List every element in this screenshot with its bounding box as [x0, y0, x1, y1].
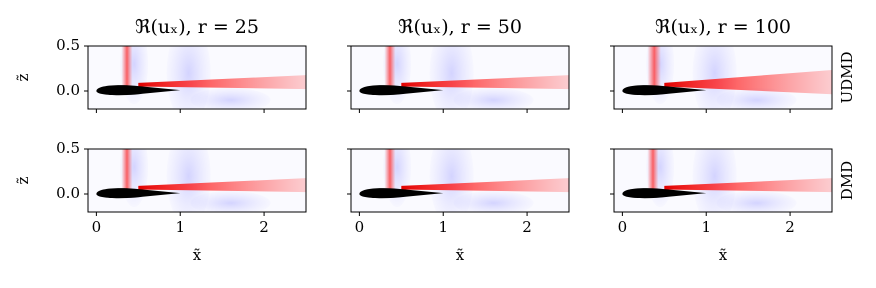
x-tick-label: 2 [259, 218, 269, 236]
x-tick-label: 1 [438, 218, 448, 236]
panel-title: ℜ(uₓ), r = 25 [135, 16, 259, 38]
airfoil [622, 188, 707, 199]
axes-frame [613, 148, 833, 213]
airfoil [96, 85, 181, 96]
row-label: UDMD [838, 51, 856, 103]
plume [384, 46, 396, 87]
plume [121, 149, 133, 190]
wake [664, 178, 832, 193]
plume [121, 46, 133, 87]
airfoil [622, 85, 707, 96]
airfoil [359, 85, 444, 96]
panel: 0 1 2 x̃ DMD [610, 148, 856, 264]
row-label: DMD [838, 161, 856, 200]
airfoil [96, 188, 181, 199]
y-axis-label: z̃ [14, 176, 32, 184]
y-tick-label: 0.5 [56, 139, 80, 157]
panel: ℜ(uₓ), r = 100 UDMD [610, 16, 856, 113]
plume [384, 149, 396, 190]
axes-frame [87, 45, 307, 110]
wake [138, 178, 306, 193]
field [88, 149, 306, 212]
axes-frame [87, 148, 307, 213]
x-axis-label: x̃ [456, 246, 465, 264]
y-axis-label: z̃ [14, 73, 32, 81]
blue-region [716, 88, 797, 109]
wake [664, 70, 832, 95]
panel: 0.0 0.5 ℜ(uₓ), r = 25 z̃ [14, 16, 307, 113]
plume [647, 149, 659, 190]
panel: 0 1 2 0.0 0.5 x̃ z̃ [14, 139, 307, 264]
axes-frame [350, 148, 570, 213]
blue-region [190, 88, 271, 109]
x-tick-label: 1 [701, 218, 711, 236]
x-axis-label: x̃ [193, 246, 202, 264]
x-tick-label: 0 [355, 218, 365, 236]
x-tick-label: 1 [175, 218, 185, 236]
airfoil [359, 188, 444, 199]
x-tick-label: 0 [92, 218, 102, 236]
panel-title: ℜ(uₓ), r = 100 [655, 16, 791, 38]
blue-region [453, 191, 534, 212]
panel: ℜ(uₓ), r = 50 [347, 16, 570, 113]
y-tick-label: 0.0 [56, 81, 80, 99]
panel: 0 1 2 x̃ [347, 148, 570, 264]
blue-region [716, 191, 797, 212]
blue-region [190, 191, 271, 212]
x-tick-label: 0 [618, 218, 628, 236]
wake [401, 178, 569, 193]
blue-region [453, 88, 534, 109]
axes-frame [350, 45, 570, 110]
y-tick-label: 0.0 [56, 184, 80, 202]
panel-title: ℜ(uₓ), r = 50 [398, 16, 522, 38]
field [351, 46, 569, 109]
y-tick-label: 0.5 [56, 36, 80, 54]
plume [647, 46, 661, 87]
x-tick-label: 2 [785, 218, 795, 236]
x-axis-label: x̃ [719, 246, 728, 264]
wake [138, 75, 306, 90]
x-tick-label: 2 [522, 218, 532, 236]
field [351, 149, 569, 212]
field [614, 46, 832, 109]
axes-frame [613, 45, 833, 110]
field [88, 46, 306, 109]
field [614, 149, 832, 212]
wake [401, 75, 569, 90]
